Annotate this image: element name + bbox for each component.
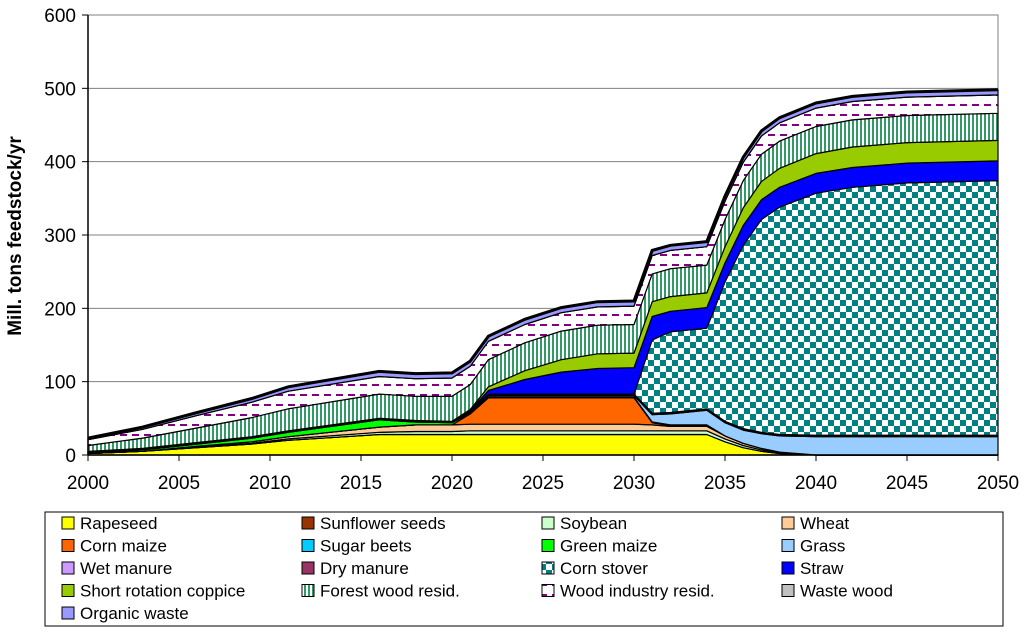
legend-label: Forest wood resid. [320, 582, 460, 601]
legend-item-wood-industry-resid: Wood industry resid. [541, 582, 715, 601]
legend-swatch [781, 539, 795, 552]
legend-label: Corn maize [80, 537, 167, 556]
legend-swatch [61, 606, 75, 620]
x-tick-label: 2050 [977, 473, 1019, 494]
legend-swatch [781, 561, 795, 575]
legend-label: Sugar beets [320, 537, 412, 556]
legend-swatch [541, 516, 555, 530]
x-tick-labels: 2000 2005 2010 2015 2020 2025 2030 2035 2040 2045… [67, 455, 1019, 494]
legend-label: Soybean [560, 514, 627, 533]
x-tick-label: 2010 [249, 473, 291, 494]
y-tick-label: 500 [44, 79, 76, 100]
x-tick-label: 2000 [67, 473, 109, 494]
legend-swatch [301, 584, 315, 597]
legend-swatch [61, 516, 75, 530]
legend-item-dry-manure: Dry manure [301, 559, 409, 578]
legend-swatch [301, 516, 315, 530]
legend-label: Waste wood [800, 582, 893, 601]
legend-box [44, 511, 1004, 627]
y-tick-label: 600 [44, 6, 76, 27]
legend-item-wheat: Wheat [781, 514, 849, 533]
legend-item-corn-maize: Corn maize [61, 537, 167, 556]
y-tick-label: 400 [44, 153, 76, 174]
legend-label: Wheat [800, 514, 849, 533]
legend-label: Grass [800, 537, 845, 556]
legend-swatch [301, 539, 315, 552]
legend-label: Straw [800, 559, 844, 578]
legend-item-straw: Straw [781, 559, 844, 578]
legend-swatch [781, 516, 795, 530]
legend-label: Wet manure [80, 559, 172, 578]
y-tick-label: 0 [65, 446, 76, 467]
legend-label: Sunflower seeds [320, 514, 446, 533]
legend-item-corn-stover: Corn stover [541, 559, 648, 578]
legend-item-wet-manure: Wet manure [61, 559, 172, 578]
legend-item-organic-waste: Organic waste [61, 604, 189, 623]
legend-swatch [541, 561, 555, 575]
y-tick-labels: 0 100 200 300 400 500 600 [44, 6, 88, 467]
y-axis-label: Mill. tons feedstock/yr [5, 136, 26, 336]
x-tick-label: 2035 [704, 473, 746, 494]
x-tick-label: 2030 [613, 473, 655, 494]
legend-label: Short rotation coppice [80, 582, 245, 601]
legend-swatch [541, 584, 555, 597]
legend-swatch [541, 539, 555, 552]
x-tick-label: 2045 [886, 473, 928, 494]
x-tick-label: 2020 [431, 473, 473, 494]
legend-swatch [61, 539, 75, 552]
y-tick-label: 100 [44, 373, 76, 394]
legend-item-short-rotation-coppice: Short rotation coppice [61, 582, 245, 601]
legend-item-green-maize: Green maize [541, 537, 657, 556]
legend-swatch [301, 561, 315, 575]
legend-item-forest-wood-resid: Forest wood resid. [301, 582, 460, 601]
legend-item-grass: Grass [781, 537, 845, 556]
total-outline [87, 88, 999, 440]
legend-swatch [61, 584, 75, 597]
x-tick-label: 2025 [522, 473, 564, 494]
legend-item-soybean: Soybean [541, 514, 627, 533]
x-tick-label: 2040 [795, 473, 837, 494]
legend-item-waste-wood: Waste wood [781, 582, 893, 601]
legend-swatch [61, 561, 75, 575]
legend-label: Dry manure [320, 559, 409, 578]
legend-item-sunflower-seeds: Sunflower seeds [301, 514, 446, 533]
legend-item-sugar-beets: Sugar beets [301, 537, 412, 556]
legend-label: Wood industry resid. [560, 582, 715, 601]
x-tick-label: 2005 [158, 473, 200, 494]
legend-label: Organic waste [80, 604, 189, 623]
legend-label: Corn stover [560, 559, 648, 578]
legend-label: Green maize [560, 537, 657, 556]
y-tick-label: 300 [44, 226, 76, 247]
legend-item-rapeseed: Rapeseed [61, 514, 158, 533]
legend: Rapeseed Sunflower seeds Soybean Wheat Corn … [61, 514, 893, 623]
y-tick-label: 200 [44, 299, 76, 320]
legend-swatch [781, 584, 795, 597]
x-tick-label: 2015 [340, 473, 382, 494]
legend-label: Rapeseed [80, 514, 158, 533]
